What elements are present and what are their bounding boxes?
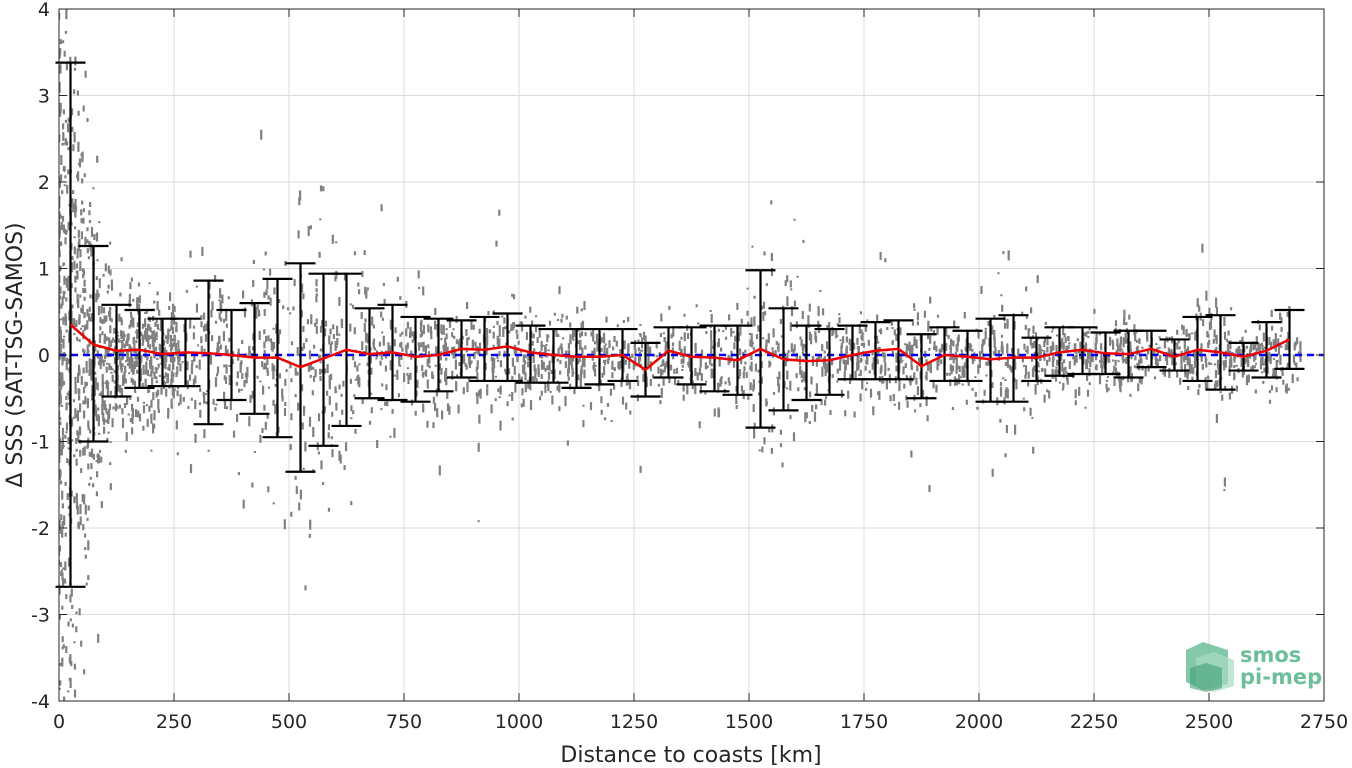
y-tick-label: 1: [38, 259, 50, 281]
x-tick-label: 500: [271, 711, 307, 733]
error-bar: [1159, 338, 1190, 372]
error-bar: [814, 327, 845, 396]
x-tick-label: 2500: [1185, 711, 1233, 733]
x-tick-label: 1750: [840, 711, 888, 733]
x-tick-label: 0: [53, 711, 65, 733]
logo-text-pimep: pi-mep: [1240, 665, 1322, 689]
x-tick-label: 1250: [610, 711, 658, 733]
y-tick-label: 0: [38, 345, 50, 367]
mean-line: [69, 323, 1291, 372]
y-tick-label: 2: [38, 172, 50, 194]
y-tick-label: -2: [31, 518, 50, 540]
y-tick-label: -1: [31, 432, 50, 454]
logo-text-smos: smos: [1240, 643, 1301, 667]
x-tick-label: 250: [156, 711, 192, 733]
y-tick-label: 3: [38, 86, 50, 108]
y-tick-label: 4: [38, 0, 50, 21]
y-axis-label: Δ SSS (SAT-TSG-SAMOS): [3, 222, 28, 487]
error-bar: [791, 324, 822, 402]
y-tick-label: -4: [31, 691, 50, 713]
y-tick-label: -3: [31, 605, 50, 627]
x-tick-label: 2000: [955, 711, 1003, 733]
error-bar: [1021, 336, 1052, 383]
x-axis-ticks: 0 250 500 750 1000 1250 1500 1750 2000 2250 2500 27…: [53, 9, 1348, 733]
y-axis-ticks: -4 -3 -2 -1 0 1 2 3 4: [31, 0, 1324, 713]
x-tick-label: 750: [386, 711, 422, 733]
x-tick-label: 2750: [1300, 711, 1348, 733]
logo-graphic-icon: [1186, 642, 1234, 692]
x-tick-label: 1500: [725, 711, 773, 733]
x-tick-label: 1000: [495, 711, 543, 733]
x-tick-label: 2250: [1070, 711, 1118, 733]
smos-pimep-logo: smos pi-mep: [1186, 642, 1322, 692]
error-bar: [400, 315, 431, 403]
x-axis-label: Distance to coasts [km]: [560, 743, 821, 768]
